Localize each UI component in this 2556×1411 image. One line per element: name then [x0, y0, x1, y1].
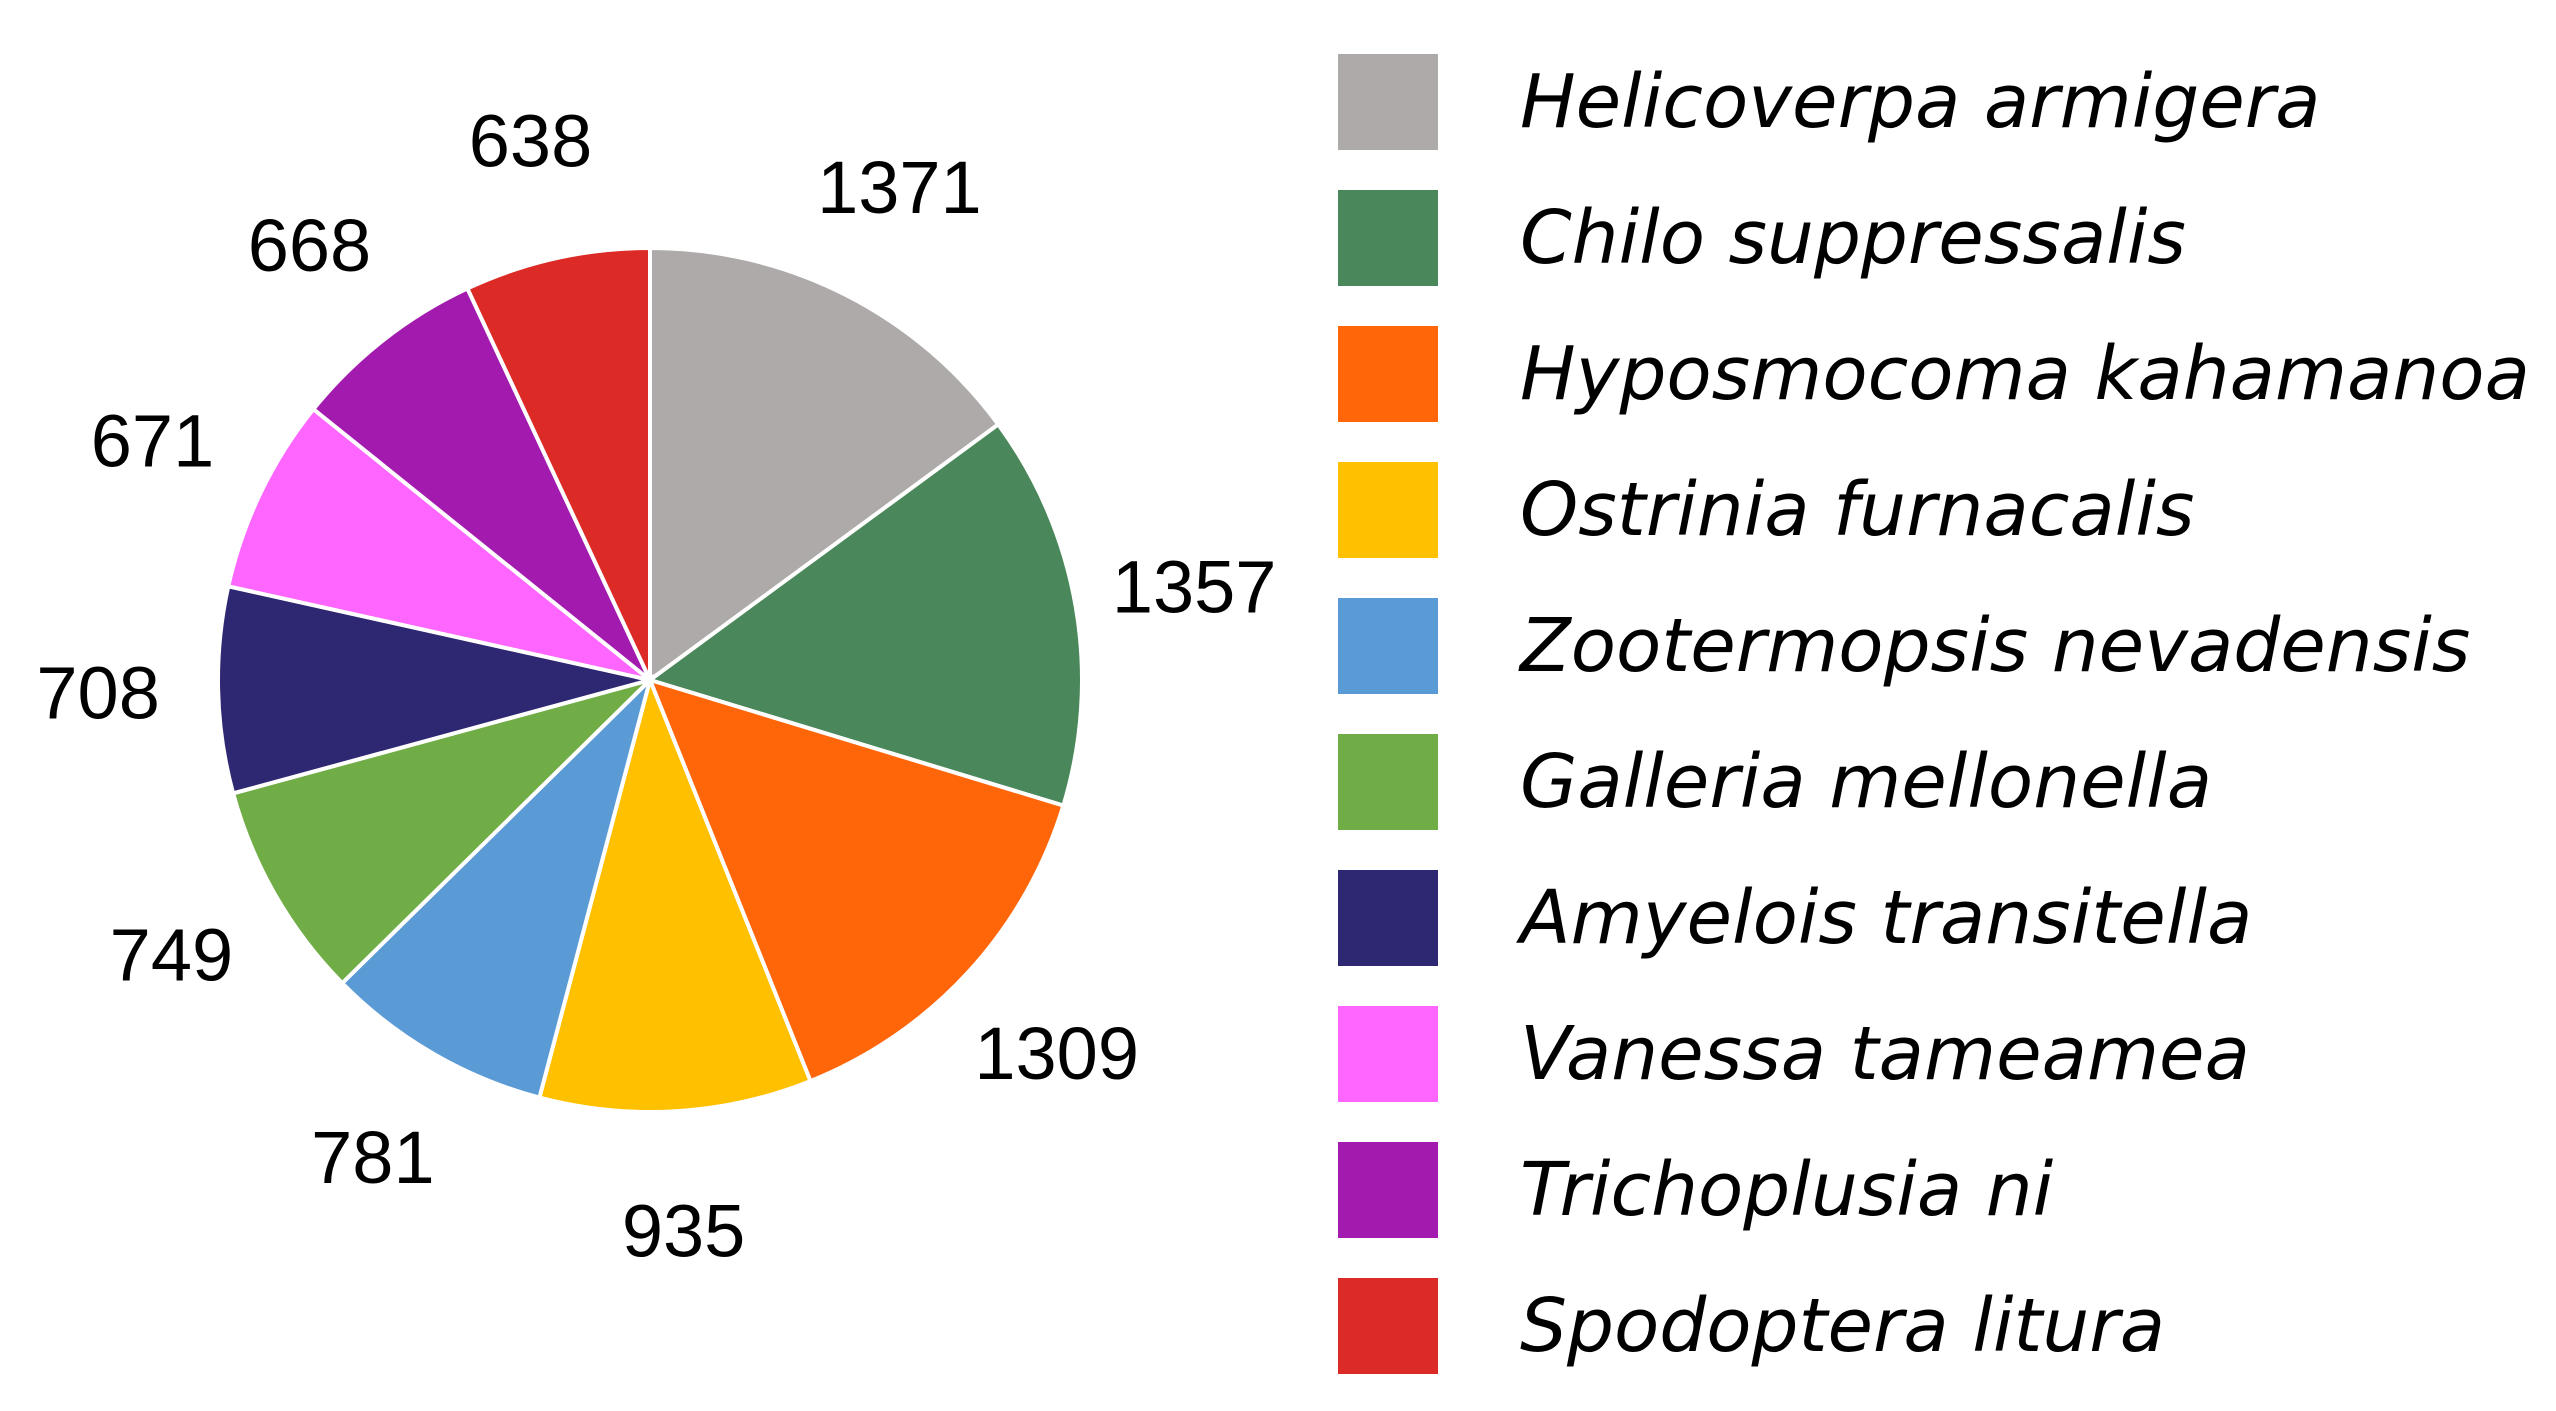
- pie-slice-chilo-suppressalis: [645, 421, 1084, 809]
- legend-item-helicoverpa-armigera: Helicoverpa armigera: [1338, 54, 2321, 150]
- legend-item-galleria-mellonella: Galleria mellonella: [1338, 734, 2212, 830]
- pie-slice-amyelois-transitella: [216, 583, 651, 796]
- legend-item-chilo-suppressalis: Chilo suppressalis: [1338, 190, 2186, 286]
- legend-label: Galleria mellonella: [1520, 739, 2212, 825]
- legend-swatch: [1338, 1142, 1438, 1238]
- legend-label: Trichoplusia ni: [1520, 1147, 2054, 1233]
- pie-slice-spodoptera-litura: [464, 245, 652, 681]
- pie-data-labels: 1371 1357 1309 935 781 749 708 671 668 638: [36, 100, 1276, 1273]
- legend-swatch: [1338, 190, 1438, 286]
- pie-slice-galleria-mellonella: [230, 676, 657, 986]
- legend-item-trichoplusia-ni: Trichoplusia ni: [1338, 1142, 2054, 1238]
- pie-slice-helicoverpa-armigera: [648, 245, 1002, 684]
- legend-label: Spodoptera litura: [1520, 1283, 2165, 1369]
- legend-swatch: [1338, 598, 1438, 694]
- legend-swatch: [1338, 54, 1438, 150]
- data-label-hyposmocoma-kahamanoa: 1309: [974, 1012, 1139, 1095]
- pie-slice-ostrinia-furnacalis: [536, 673, 814, 1114]
- pie-slices: [216, 245, 1084, 1114]
- legend-item-zootermopsis-nevadensis: Zootermopsis nevadensis: [1338, 598, 2470, 694]
- data-label-ostrinia-furnacalis: 935: [622, 1189, 745, 1272]
- legend-swatch: [1338, 734, 1438, 830]
- data-label-galleria-mellonella: 749: [110, 914, 233, 997]
- legend-label: Helicoverpa armigera: [1520, 59, 2321, 145]
- data-label-helicoverpa-armigera: 1371: [817, 146, 982, 229]
- legend-swatch: [1338, 326, 1438, 422]
- legend-swatch: [1338, 870, 1438, 966]
- pie-slice-trichoplusia-ni: [310, 285, 652, 682]
- legend-swatch: [1338, 462, 1438, 558]
- legend-item-ostrinia-furnacalis: Ostrinia furnacalis: [1338, 462, 2194, 558]
- data-label-spodoptera-litura: 638: [469, 100, 592, 183]
- legend-label: Vanessa tameamea: [1520, 1011, 2250, 1097]
- legend-item-amyelois-transitella: Amyelois transitella: [1338, 870, 2252, 966]
- legend: Helicoverpa armigera Chilo suppressalis Hy…: [1338, 54, 2530, 1374]
- legend-label: Amyelois transitella: [1516, 875, 2252, 961]
- legend-item-spodoptera-litura: Spodoptera litura: [1338, 1278, 2165, 1374]
- data-label-vanessa-tameamea: 671: [91, 399, 214, 482]
- legend-swatch: [1338, 1006, 1438, 1102]
- data-label-zootermopsis-nevadensis: 781: [311, 1116, 434, 1199]
- pie-slice-zootermopsis-nevadensis: [339, 673, 654, 1101]
- pie-slice-hyposmocoma-kahamanoa: [646, 676, 1066, 1084]
- data-label-chilo-suppressalis: 1357: [1112, 546, 1277, 629]
- legend-item-vanessa-tameamea: Vanessa tameamea: [1338, 1006, 2250, 1102]
- legend-label: Chilo suppressalis: [1520, 195, 2186, 281]
- data-label-amyelois-transitella: 708: [36, 651, 159, 734]
- pie-slice-vanessa-tameamea: [225, 406, 652, 682]
- legend-swatch: [1338, 1278, 1438, 1374]
- data-label-trichoplusia-ni: 668: [248, 204, 371, 287]
- legend-label: Zootermopsis nevadensis: [1518, 603, 2470, 689]
- legend-label: Ostrinia furnacalis: [1520, 467, 2194, 553]
- legend-item-hyposmocoma-kahamanoa: Hyposmocoma kahamanoa: [1338, 326, 2530, 422]
- legend-label: Hyposmocoma kahamanoa: [1520, 331, 2530, 417]
